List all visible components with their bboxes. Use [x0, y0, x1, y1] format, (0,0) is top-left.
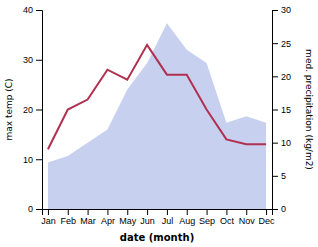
tick: Jan: [41, 209, 56, 226]
tick-label: Mar: [80, 216, 96, 226]
x-axis-title: date (month): [120, 232, 194, 243]
tick-label: Sep: [199, 216, 215, 226]
tick: Jun: [140, 209, 155, 226]
x-axis: Jan FebMar Apr MayJun Jul Aug Sep Oct NovDec: [41, 209, 275, 226]
tick: 30: [23, 55, 42, 65]
axis-line: [36, 11, 43, 210]
tick-label: Feb: [61, 216, 77, 226]
tick-label: 5: [281, 171, 286, 181]
tick: May: [119, 209, 137, 226]
tick: Mar: [80, 209, 96, 226]
tick-label: Apr: [101, 216, 115, 226]
tick-mark: [36, 60, 42, 61]
tick-mark: [272, 10, 278, 11]
tick-label: May: [119, 216, 137, 226]
tick-label: Oct: [220, 216, 235, 226]
tick: 0: [272, 204, 286, 214]
tick: 40: [23, 5, 42, 15]
tick-mark: [272, 43, 278, 44]
tick-mark: [167, 209, 168, 215]
tick: Oct: [220, 209, 235, 226]
tick-mark: [147, 209, 148, 215]
tick-label: Jun: [140, 216, 155, 226]
tick-mark: [246, 209, 247, 215]
tick-mark: [88, 209, 89, 215]
tick-label: Dec: [259, 216, 276, 226]
tick-mark: [272, 76, 278, 77]
axis-line: [43, 210, 273, 216]
tick-mark: [36, 110, 42, 111]
tick: 20: [272, 72, 291, 82]
tick-mark: [107, 209, 108, 215]
tick-mark: [272, 143, 278, 144]
tick: 10: [23, 155, 42, 165]
tick: Aug: [179, 209, 195, 226]
tick-mark: [68, 209, 69, 215]
tick-mark: [36, 10, 42, 11]
tick-mark: [48, 209, 49, 215]
tick-label: 30: [281, 5, 291, 15]
tick-mark: [272, 110, 278, 111]
tick-mark: [127, 209, 128, 215]
tick-mark: [226, 209, 227, 215]
tick-mark: [266, 209, 267, 215]
y-axis-title: max temp (C): [4, 78, 14, 140]
y-axis: 0 10 20 30 40: [23, 5, 43, 214]
tick-label: 20: [281, 72, 291, 82]
tick-label: Aug: [179, 216, 195, 226]
tick-mark: [272, 176, 278, 177]
tick: 25: [272, 39, 291, 49]
y2-axis-title: med. precipitation (kg/m2): [304, 49, 314, 170]
tick-label: 20: [23, 105, 33, 115]
axis-line: [273, 11, 279, 210]
tick-label: 40: [23, 5, 33, 15]
tick-label: 10: [281, 138, 291, 148]
tick: 10: [272, 138, 291, 148]
tick: Dec: [259, 209, 276, 226]
marks: [48, 23, 266, 209]
chart: Jan FebMar Apr MayJun Jul Aug Sep Oct NovDec 0 10 2…: [0, 0, 318, 247]
tick-label: 10: [23, 155, 33, 165]
tick-mark: [187, 209, 188, 215]
tick: Jul: [162, 209, 174, 226]
tick-label: 25: [281, 39, 291, 49]
area: [48, 23, 266, 209]
tick-label: Jul: [162, 216, 174, 226]
tick-mark: [207, 209, 208, 215]
y2-axis: 0 5 10 15 20 25 30: [272, 5, 291, 214]
tick-mark: [36, 159, 42, 160]
tick: 15: [272, 105, 291, 115]
line: [48, 45, 266, 149]
tick-mark: [272, 209, 278, 210]
tick-label: 0: [28, 204, 33, 214]
tick-label: 0: [281, 204, 286, 214]
tick-label: Nov: [239, 216, 256, 226]
tick: 20: [23, 105, 42, 115]
tick: Apr: [101, 209, 115, 226]
tick: 30: [272, 5, 291, 15]
tick-label: 30: [23, 55, 33, 65]
tick: Feb: [61, 209, 77, 226]
tick: Nov: [239, 209, 256, 226]
tick-label: 15: [281, 105, 291, 115]
tick: Sep: [199, 209, 215, 226]
tick: 0: [28, 204, 42, 214]
plot: Jan FebMar Apr MayJun Jul Aug Sep Oct NovDec 0 10 2…: [4, 5, 314, 243]
tick-label: Jan: [41, 216, 56, 226]
tick-mark: [36, 209, 42, 210]
tick: 5: [272, 171, 286, 181]
